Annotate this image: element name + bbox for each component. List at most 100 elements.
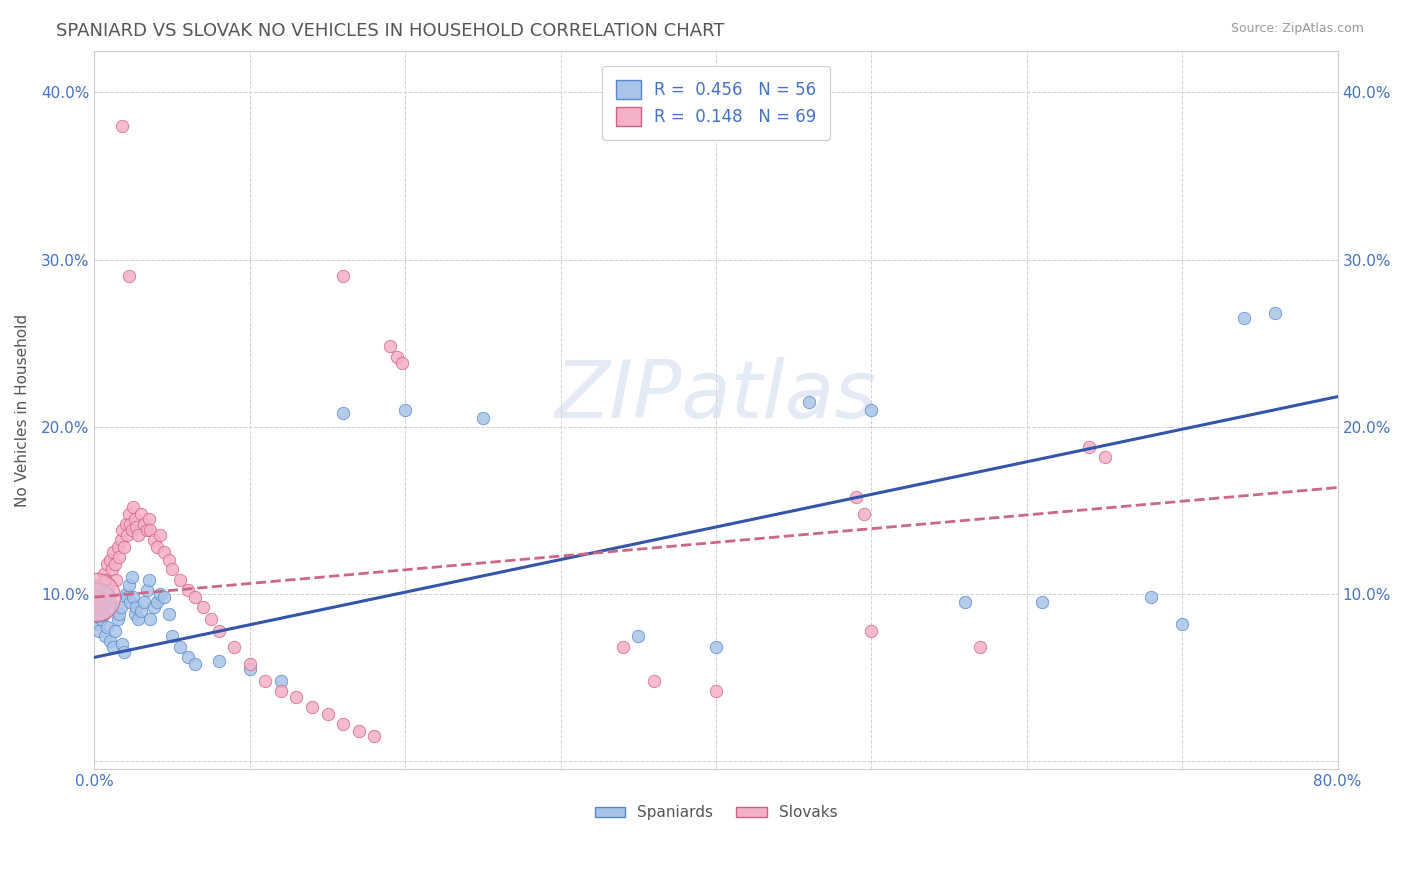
- Point: [94, 629, 117, 643]
- Point: [627, 629, 650, 643]
- Point: [363, 729, 385, 743]
- Point: [115, 590, 138, 604]
- Point: [149, 528, 172, 542]
- Point: [391, 356, 413, 370]
- Point: [97, 583, 120, 598]
- Point: [101, 640, 124, 655]
- Point: [98, 633, 121, 648]
- Point: [108, 550, 131, 565]
- Point: [90, 612, 112, 626]
- Point: [121, 524, 143, 538]
- Point: [120, 516, 142, 531]
- Point: [118, 507, 141, 521]
- Point: [90, 595, 112, 609]
- Point: [108, 607, 131, 621]
- Point: [1171, 616, 1194, 631]
- Point: [969, 640, 991, 655]
- Y-axis label: No Vehicles in Household: No Vehicles in Household: [15, 313, 30, 507]
- Point: [134, 516, 156, 531]
- Point: [100, 562, 122, 576]
- Point: [953, 595, 976, 609]
- Point: [1233, 311, 1256, 326]
- Point: [1140, 590, 1163, 604]
- Text: Source: ZipAtlas.com: Source: ZipAtlas.com: [1230, 22, 1364, 36]
- Point: [153, 590, 176, 604]
- Point: [107, 540, 129, 554]
- Point: [124, 607, 146, 621]
- Point: [301, 700, 323, 714]
- Point: [285, 690, 308, 705]
- Point: [112, 540, 135, 554]
- Point: [127, 528, 149, 542]
- Point: [96, 557, 118, 571]
- Point: [84, 590, 107, 604]
- Point: [332, 269, 354, 284]
- Point: [142, 600, 165, 615]
- Point: [387, 350, 409, 364]
- Point: [105, 574, 128, 588]
- Point: [160, 562, 183, 576]
- Point: [612, 640, 634, 655]
- Point: [125, 520, 148, 534]
- Point: [193, 600, 215, 615]
- Point: [1078, 440, 1101, 454]
- Point: [98, 553, 121, 567]
- Point: [224, 640, 246, 655]
- Point: [394, 403, 416, 417]
- Point: [111, 119, 134, 133]
- Point: [208, 654, 231, 668]
- Point: [107, 612, 129, 626]
- Point: [138, 511, 160, 525]
- Point: [101, 545, 124, 559]
- Point: [1031, 595, 1053, 609]
- Text: SPANIARD VS SLOVAK NO VEHICLES IN HOUSEHOLD CORRELATION CHART: SPANIARD VS SLOVAK NO VEHICLES IN HOUSEH…: [56, 22, 724, 40]
- Point: [145, 595, 167, 609]
- Point: [121, 570, 143, 584]
- Point: [347, 723, 370, 738]
- Point: [93, 566, 115, 581]
- Point: [177, 583, 200, 598]
- Point: [799, 394, 821, 409]
- Point: [472, 411, 495, 425]
- Point: [93, 607, 115, 621]
- Point: [111, 524, 134, 538]
- Point: [111, 637, 134, 651]
- Point: [110, 600, 132, 615]
- Point: [104, 624, 127, 638]
- Point: [136, 524, 159, 538]
- Point: [118, 578, 141, 592]
- Point: [84, 590, 107, 604]
- Point: [860, 624, 883, 638]
- Point: [160, 629, 183, 643]
- Point: [149, 587, 172, 601]
- Point: [169, 640, 191, 655]
- Point: [91, 607, 114, 621]
- Point: [114, 516, 136, 531]
- Point: [112, 645, 135, 659]
- Point: [86, 616, 108, 631]
- Point: [86, 600, 108, 615]
- Point: [332, 717, 354, 731]
- Point: [94, 574, 117, 588]
- Point: [239, 657, 262, 671]
- Point: [89, 624, 111, 638]
- Point: [1264, 306, 1286, 320]
- Point: [177, 650, 200, 665]
- Point: [270, 683, 292, 698]
- Point: [97, 595, 120, 609]
- Point: [860, 403, 883, 417]
- Text: ZIPatlas: ZIPatlas: [555, 357, 877, 434]
- Point: [139, 524, 162, 538]
- Point: [114, 587, 136, 601]
- Point: [138, 574, 160, 588]
- Point: [153, 545, 176, 559]
- Point: [84, 603, 107, 617]
- Point: [122, 500, 145, 514]
- Point: [169, 574, 191, 588]
- Point: [200, 612, 222, 626]
- Point: [845, 490, 868, 504]
- Point: [136, 583, 159, 598]
- Point: [704, 640, 727, 655]
- Point: [184, 657, 207, 671]
- Point: [157, 553, 180, 567]
